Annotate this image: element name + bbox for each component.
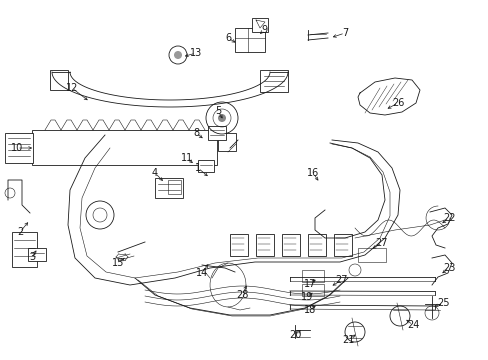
- Text: 20: 20: [288, 330, 301, 340]
- FancyBboxPatch shape: [12, 232, 37, 267]
- FancyBboxPatch shape: [155, 178, 183, 198]
- Text: 9: 9: [261, 25, 266, 35]
- Text: 27: 27: [375, 238, 387, 248]
- Text: 24: 24: [406, 320, 418, 330]
- FancyBboxPatch shape: [218, 133, 236, 151]
- FancyBboxPatch shape: [28, 248, 46, 261]
- FancyBboxPatch shape: [168, 180, 181, 194]
- FancyBboxPatch shape: [251, 18, 267, 32]
- FancyBboxPatch shape: [50, 70, 68, 90]
- Text: 13: 13: [189, 48, 202, 58]
- FancyBboxPatch shape: [260, 70, 287, 92]
- FancyBboxPatch shape: [229, 234, 247, 256]
- FancyBboxPatch shape: [357, 248, 385, 262]
- Circle shape: [174, 51, 182, 59]
- Text: 17: 17: [303, 279, 316, 289]
- Circle shape: [218, 114, 225, 122]
- Text: 1: 1: [195, 163, 201, 173]
- FancyBboxPatch shape: [32, 130, 217, 165]
- Text: 21: 21: [341, 335, 353, 345]
- Text: 28: 28: [235, 290, 248, 300]
- FancyBboxPatch shape: [333, 234, 351, 256]
- Text: 6: 6: [224, 33, 231, 43]
- Text: 15: 15: [112, 258, 124, 268]
- Text: 26: 26: [391, 98, 404, 108]
- Text: 11: 11: [181, 153, 193, 163]
- FancyBboxPatch shape: [235, 28, 264, 52]
- FancyBboxPatch shape: [5, 133, 33, 163]
- Text: 4: 4: [152, 168, 158, 178]
- Text: 22: 22: [442, 213, 454, 223]
- FancyBboxPatch shape: [256, 234, 273, 256]
- Text: 27: 27: [335, 275, 347, 285]
- Text: 3: 3: [29, 252, 35, 262]
- Text: 14: 14: [196, 268, 208, 278]
- FancyBboxPatch shape: [207, 126, 225, 140]
- FancyBboxPatch shape: [198, 160, 214, 172]
- Text: 19: 19: [300, 292, 312, 302]
- Text: 16: 16: [306, 168, 319, 178]
- Text: 10: 10: [11, 143, 23, 153]
- FancyBboxPatch shape: [302, 284, 324, 296]
- Text: 12: 12: [66, 83, 78, 93]
- Text: 7: 7: [341, 28, 347, 38]
- Text: 18: 18: [303, 305, 315, 315]
- Text: 2: 2: [17, 227, 23, 237]
- FancyBboxPatch shape: [307, 234, 325, 256]
- Text: 5: 5: [214, 106, 221, 116]
- FancyBboxPatch shape: [302, 270, 324, 282]
- FancyBboxPatch shape: [282, 234, 299, 256]
- Text: 25: 25: [436, 298, 448, 308]
- Text: 23: 23: [442, 263, 454, 273]
- Text: 8: 8: [193, 128, 199, 138]
